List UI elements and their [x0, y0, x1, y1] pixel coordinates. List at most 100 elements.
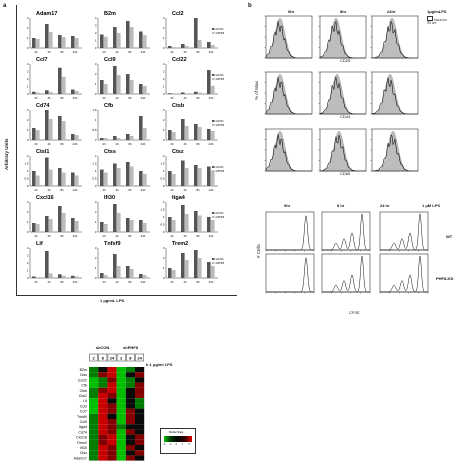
- y-tick-label: 1.5: [160, 162, 165, 166]
- bar-shphf8: [36, 92, 40, 94]
- cfse-histogram-trace: [322, 213, 370, 251]
- heatmap-cell: [116, 387, 126, 393]
- bar-shphf8: [130, 269, 134, 278]
- bar-shphf8: [75, 38, 79, 48]
- y-tick-label: 2: [163, 77, 165, 81]
- x-tick-label: 8h: [60, 96, 64, 100]
- time-label: 8: [102, 356, 105, 361]
- heatmap-cell: [107, 429, 117, 435]
- y-tick-label: 0.5: [24, 177, 29, 181]
- x-tick-label: 2h: [102, 188, 106, 192]
- bar-shphf8: [75, 91, 79, 94]
- x-tick-label: 8h: [196, 234, 200, 238]
- y-tick-label: 4: [27, 246, 29, 250]
- bar-shcon: [100, 80, 104, 94]
- heatmap-cell: [98, 455, 108, 461]
- flow-histogram-kd: [319, 76, 366, 115]
- gene-label-adam17: Adam17: [36, 11, 57, 17]
- gene-label-cfb: Cfb: [104, 103, 114, 109]
- bar-shcon: [207, 129, 211, 140]
- bar-shcon: [126, 266, 130, 278]
- bar-shcon: [45, 24, 49, 48]
- bar-shphf8: [117, 138, 121, 140]
- x-tick-label: 2h: [34, 234, 38, 238]
- heatmap-cell: [98, 387, 108, 393]
- heatmap-cell: [107, 393, 117, 399]
- x-tick-label: 2h: [34, 142, 38, 146]
- color-key-gradient: [164, 436, 192, 442]
- x-tick-label: 8h: [60, 50, 64, 54]
- legend-swatch-shcon: [212, 28, 215, 30]
- legend-shcon: shCON: [216, 28, 224, 31]
- heatmap-cell: [135, 387, 145, 393]
- legend-swatch-shphf8: [212, 124, 215, 126]
- x-tick-label: 4h: [47, 188, 51, 192]
- y-tick-label: 1.5: [24, 162, 29, 166]
- bar-shphf8: [62, 213, 66, 232]
- panel-letter-b: b: [248, 3, 252, 9]
- x-tick-label: 8h: [128, 96, 132, 100]
- panel-letter-a: a: [3, 3, 7, 9]
- heatmap-cell: [135, 408, 145, 414]
- x-tick-label: 2h: [170, 188, 174, 192]
- heatmap-cell: [107, 382, 117, 388]
- heatmap-cell: [125, 455, 135, 461]
- bar-shphf8: [130, 166, 134, 186]
- gene-label-ifi30: Ifi30: [104, 195, 115, 201]
- heatmap-cell: [89, 387, 99, 393]
- x-tick-label: 4h: [115, 50, 119, 54]
- gene-label-b2m: B2m: [104, 11, 116, 17]
- heatmap-cell: [116, 445, 126, 451]
- bar-shphf8: [62, 172, 66, 186]
- time-label: 8: [129, 356, 132, 361]
- bar-shcon: [168, 93, 172, 94]
- bar-shcon: [194, 211, 198, 232]
- heatmap-gene-label: Ccl7: [80, 410, 87, 414]
- x-tick-label: 2h: [102, 50, 106, 54]
- heatmap-cell: [107, 372, 117, 378]
- bar-shcon: [139, 84, 143, 94]
- y-tick-label: 0: [163, 184, 165, 188]
- x-tick-label: 24h: [73, 188, 78, 192]
- time-label: 2: [120, 356, 123, 361]
- legend-shcon: shCON: [216, 212, 224, 215]
- bar-shphf8: [172, 132, 176, 140]
- y-tick-label: 3: [27, 254, 29, 258]
- x-tick-label: 2h: [34, 188, 38, 192]
- heatmap-cell: [125, 367, 135, 373]
- y-tick-label: 1: [163, 266, 165, 270]
- heatmap-gene-label: Ctsb: [80, 389, 87, 393]
- x-tick-label: 24h: [141, 50, 146, 54]
- y-tick-label: 3: [95, 24, 97, 28]
- color-key-tick: -3: [163, 443, 166, 446]
- bar-shphf8: [104, 84, 108, 94]
- x-tick-label: 4h: [183, 50, 187, 54]
- bar-shcon: [113, 27, 117, 48]
- y-tick-label: 0: [163, 276, 165, 280]
- cfse-histogram-trace: [322, 255, 370, 293]
- heatmap-cell: [116, 377, 126, 383]
- flow-histogram-kd: [371, 20, 418, 59]
- legend-shphf8: shPHF8: [216, 124, 225, 127]
- bar-shphf8: [36, 277, 40, 278]
- y-tick-label: 0: [95, 230, 97, 234]
- heatmap-cell: [125, 424, 135, 430]
- bar-shphf8: [172, 220, 176, 232]
- x-tick-label: 8h: [196, 280, 200, 284]
- y-tick-label: 0: [27, 184, 29, 188]
- bar-shphf8: [143, 86, 147, 94]
- heatmap-cell: [125, 450, 135, 456]
- gene-label-cxcl16: Cxcl16: [36, 195, 54, 201]
- y-tick-label: 0: [27, 46, 29, 50]
- time-label: 2: [92, 356, 95, 361]
- heatmap-cell: [107, 398, 117, 404]
- time-label-box: [135, 353, 144, 362]
- heatmap-cell: [135, 424, 145, 430]
- heatmap-cell: [116, 403, 126, 409]
- heatmap-cell: [116, 367, 126, 373]
- panel-a-x-axis-title: 1 μg/mL LPS: [100, 298, 125, 303]
- bar-shcon: [100, 138, 104, 140]
- y-tick-label: 2: [163, 256, 165, 260]
- heatmap-cell: [89, 439, 99, 445]
- x-tick-label: 4h: [183, 142, 187, 146]
